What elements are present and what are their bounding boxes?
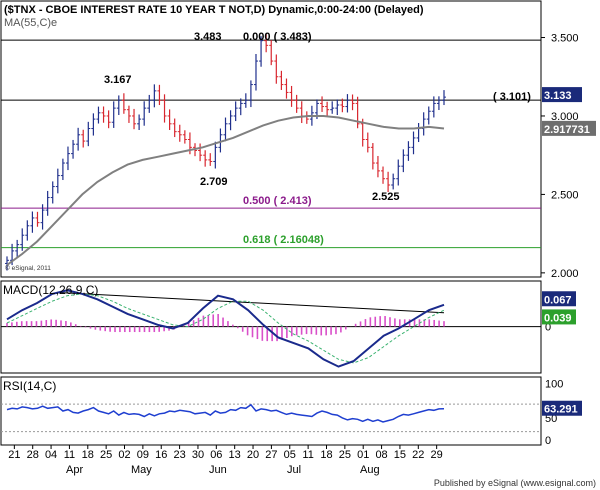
x-tick-label: 09 — [137, 449, 149, 461]
x-tick-label: 11 — [302, 449, 313, 461]
price-last-badge: 3.133 — [544, 90, 572, 102]
x-tick-label: 08 — [375, 449, 387, 461]
x-tick-label: 04 — [45, 449, 57, 461]
rsi-y-tick-label: 50 — [545, 413, 557, 425]
ma-label: MA(55,C)e — [4, 17, 57, 29]
price-plot — [5, 33, 446, 271]
annotation-fib-50: 0.500 ( 2.413) — [243, 195, 312, 207]
x-tick-label: 30 — [192, 449, 204, 461]
month-label-may: May — [131, 464, 152, 476]
macd-last-badge-bg — [542, 291, 576, 307]
rsi-last-badge-bg — [542, 400, 582, 416]
x-tick-label: 06 — [210, 449, 222, 461]
x-tick-label: 13 — [229, 449, 241, 461]
price-y-tick-label: 2.000 — [551, 268, 579, 280]
signal-last-badge: 0.039 — [544, 312, 572, 324]
month-label-jun: Jun — [209, 464, 227, 476]
x-tick-label: 16 — [155, 449, 167, 461]
chart-title: ($TNX - CBOE INTEREST RATE 10 YEAR T NOT… — [4, 4, 424, 16]
macd-trendline — [58, 291, 445, 314]
x-tick-label: 02 — [118, 449, 130, 461]
macd-line — [6, 289, 445, 368]
rsi-y-tick-label: 100 — [545, 379, 563, 391]
ma-last-badge-bg — [542, 120, 596, 136]
macd-last-badge: 0.067 — [544, 294, 572, 306]
annotation-swing-high-3483: 3.483 — [194, 31, 222, 43]
macd-y-tick-label: 0 — [545, 322, 551, 334]
rsi-title: RSI(14,C) — [3, 379, 56, 393]
x-tick-label: 25 — [100, 449, 112, 461]
month-label-apr: Apr — [66, 464, 83, 476]
annotation-fib-618: 0.618 ( 2.16048) — [243, 234, 324, 246]
x-tick-label: 21 — [8, 449, 20, 461]
x-tick-label: 27 — [265, 449, 277, 461]
month-label-jul: Jul — [287, 464, 301, 476]
value-badges: 3.133 2.917731 0.067 0.039 63.291 — [542, 87, 596, 416]
macd-signal-line — [6, 293, 445, 364]
x-tick-label: 25 — [339, 449, 351, 461]
price-y-tick-label: 2.500 — [551, 189, 579, 201]
annotation-level-3101: ( 3.101) — [493, 91, 531, 103]
price-last-badge-bg — [542, 87, 582, 103]
x-tick-label: 29 — [431, 449, 443, 461]
signal-last-badge-bg — [542, 309, 576, 325]
price-panel-frame — [0, 0, 542, 278]
x-tick-label: 18 — [82, 449, 94, 461]
publisher-footer: Published by eSignal (www.esignal.com) — [434, 478, 596, 488]
price-y-tick-label: 3.000 — [551, 111, 579, 123]
month-label-aug: Aug — [360, 464, 380, 476]
x-tick-label: 15 — [394, 449, 406, 461]
x-tick-label: 01 — [357, 449, 369, 461]
annotation-swing-low-2709: 2.709 — [200, 176, 228, 188]
x-tick-label: 11 — [64, 449, 75, 461]
x-tick-label: 05 — [284, 449, 296, 461]
x-tick-label: 23 — [173, 449, 185, 461]
price-y-tick-label: 3.500 — [551, 33, 579, 45]
rsi-plot — [1, 403, 541, 433]
annotation-swing-high-3167: 3.167 — [104, 74, 132, 86]
macd-title: MACD(12,26,9,C) — [3, 283, 98, 297]
x-tick-label: 20 — [247, 449, 259, 461]
rsi-last-badge: 63.291 — [544, 404, 578, 416]
annotation-fib-0: 0.000 ( 3.483) — [243, 31, 312, 43]
copyright-label: © eSignal, 2011 — [5, 264, 51, 272]
ma-55-line — [6, 115, 445, 266]
axis-layer: 3.500 3.000 2.500 2.000 0 100 50 0 21 28 04 11 18 25 0… — [8, 33, 578, 461]
price-guide-lines — [1, 39, 541, 249]
macd-plot — [1, 289, 541, 368]
annotation-swing-low-2525: 2.525 — [372, 191, 400, 203]
ma-last-badge: 2.917731 — [544, 124, 590, 136]
x-tick-label: 28 — [27, 449, 39, 461]
rsi-line — [6, 403, 445, 423]
x-tick-label: 22 — [412, 449, 424, 461]
x-tick-label: 18 — [320, 449, 332, 461]
rsi-y-tick-label: 0 — [545, 435, 551, 447]
